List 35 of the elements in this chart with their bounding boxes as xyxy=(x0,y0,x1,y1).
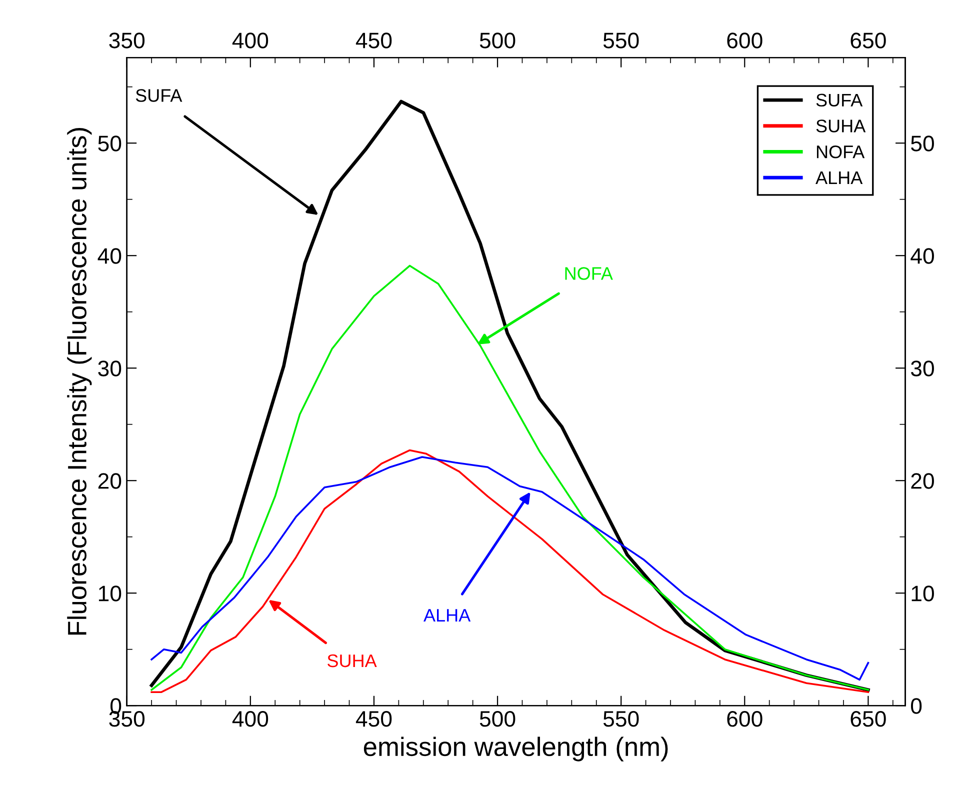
x-tick-label: 500 xyxy=(480,711,516,727)
x2-tick-label: 350 xyxy=(109,32,145,48)
y2-tick-label: 10 xyxy=(912,586,934,602)
x2-tick-label: 550 xyxy=(603,32,639,48)
y2-tick-label: 40 xyxy=(910,248,934,264)
x-tick-label: 450 xyxy=(356,711,392,727)
y-tick-label: 10 xyxy=(98,586,122,602)
x-tick-label: 600 xyxy=(727,711,762,727)
x2-tick-label: 450 xyxy=(356,32,392,48)
annotation: SUFA xyxy=(136,89,182,102)
y2-tick-label: 30 xyxy=(910,360,934,376)
x2-tick-label: 650 xyxy=(850,32,886,48)
annotation: SUHA xyxy=(328,654,377,668)
legend-label: NOFA xyxy=(816,145,865,158)
legend-label: SUFA xyxy=(816,94,863,107)
x-axis-title: emission wavelength (nm) xyxy=(364,736,668,762)
x2-tick-label: 600 xyxy=(727,32,762,48)
annotation: ALHA xyxy=(424,609,471,622)
x-tick-label: 400 xyxy=(232,711,268,727)
y-tick-label: 30 xyxy=(98,360,122,376)
x-tick-label: 550 xyxy=(603,711,639,727)
y-tick-label: 50 xyxy=(98,136,122,152)
legend-label: SUHA xyxy=(816,120,866,132)
y-tick-label: 20 xyxy=(98,473,122,489)
x2-tick-label: 400 xyxy=(232,32,268,48)
x2-tick-label: 500 xyxy=(480,32,516,48)
x-tick-label: 650 xyxy=(850,711,886,727)
y2-tick-label: 0 xyxy=(910,698,922,714)
annotation: NOFA xyxy=(565,267,613,280)
y-tick-label: 40 xyxy=(98,248,122,264)
y-axis-title: Fluorescence Intensity (Fluorescence units) xyxy=(67,128,92,635)
legend-label: ALHA xyxy=(816,172,863,184)
line-series xyxy=(150,264,870,691)
y2-tick-label: 50 xyxy=(911,136,934,152)
y2-tick-label: 20 xyxy=(911,473,934,489)
